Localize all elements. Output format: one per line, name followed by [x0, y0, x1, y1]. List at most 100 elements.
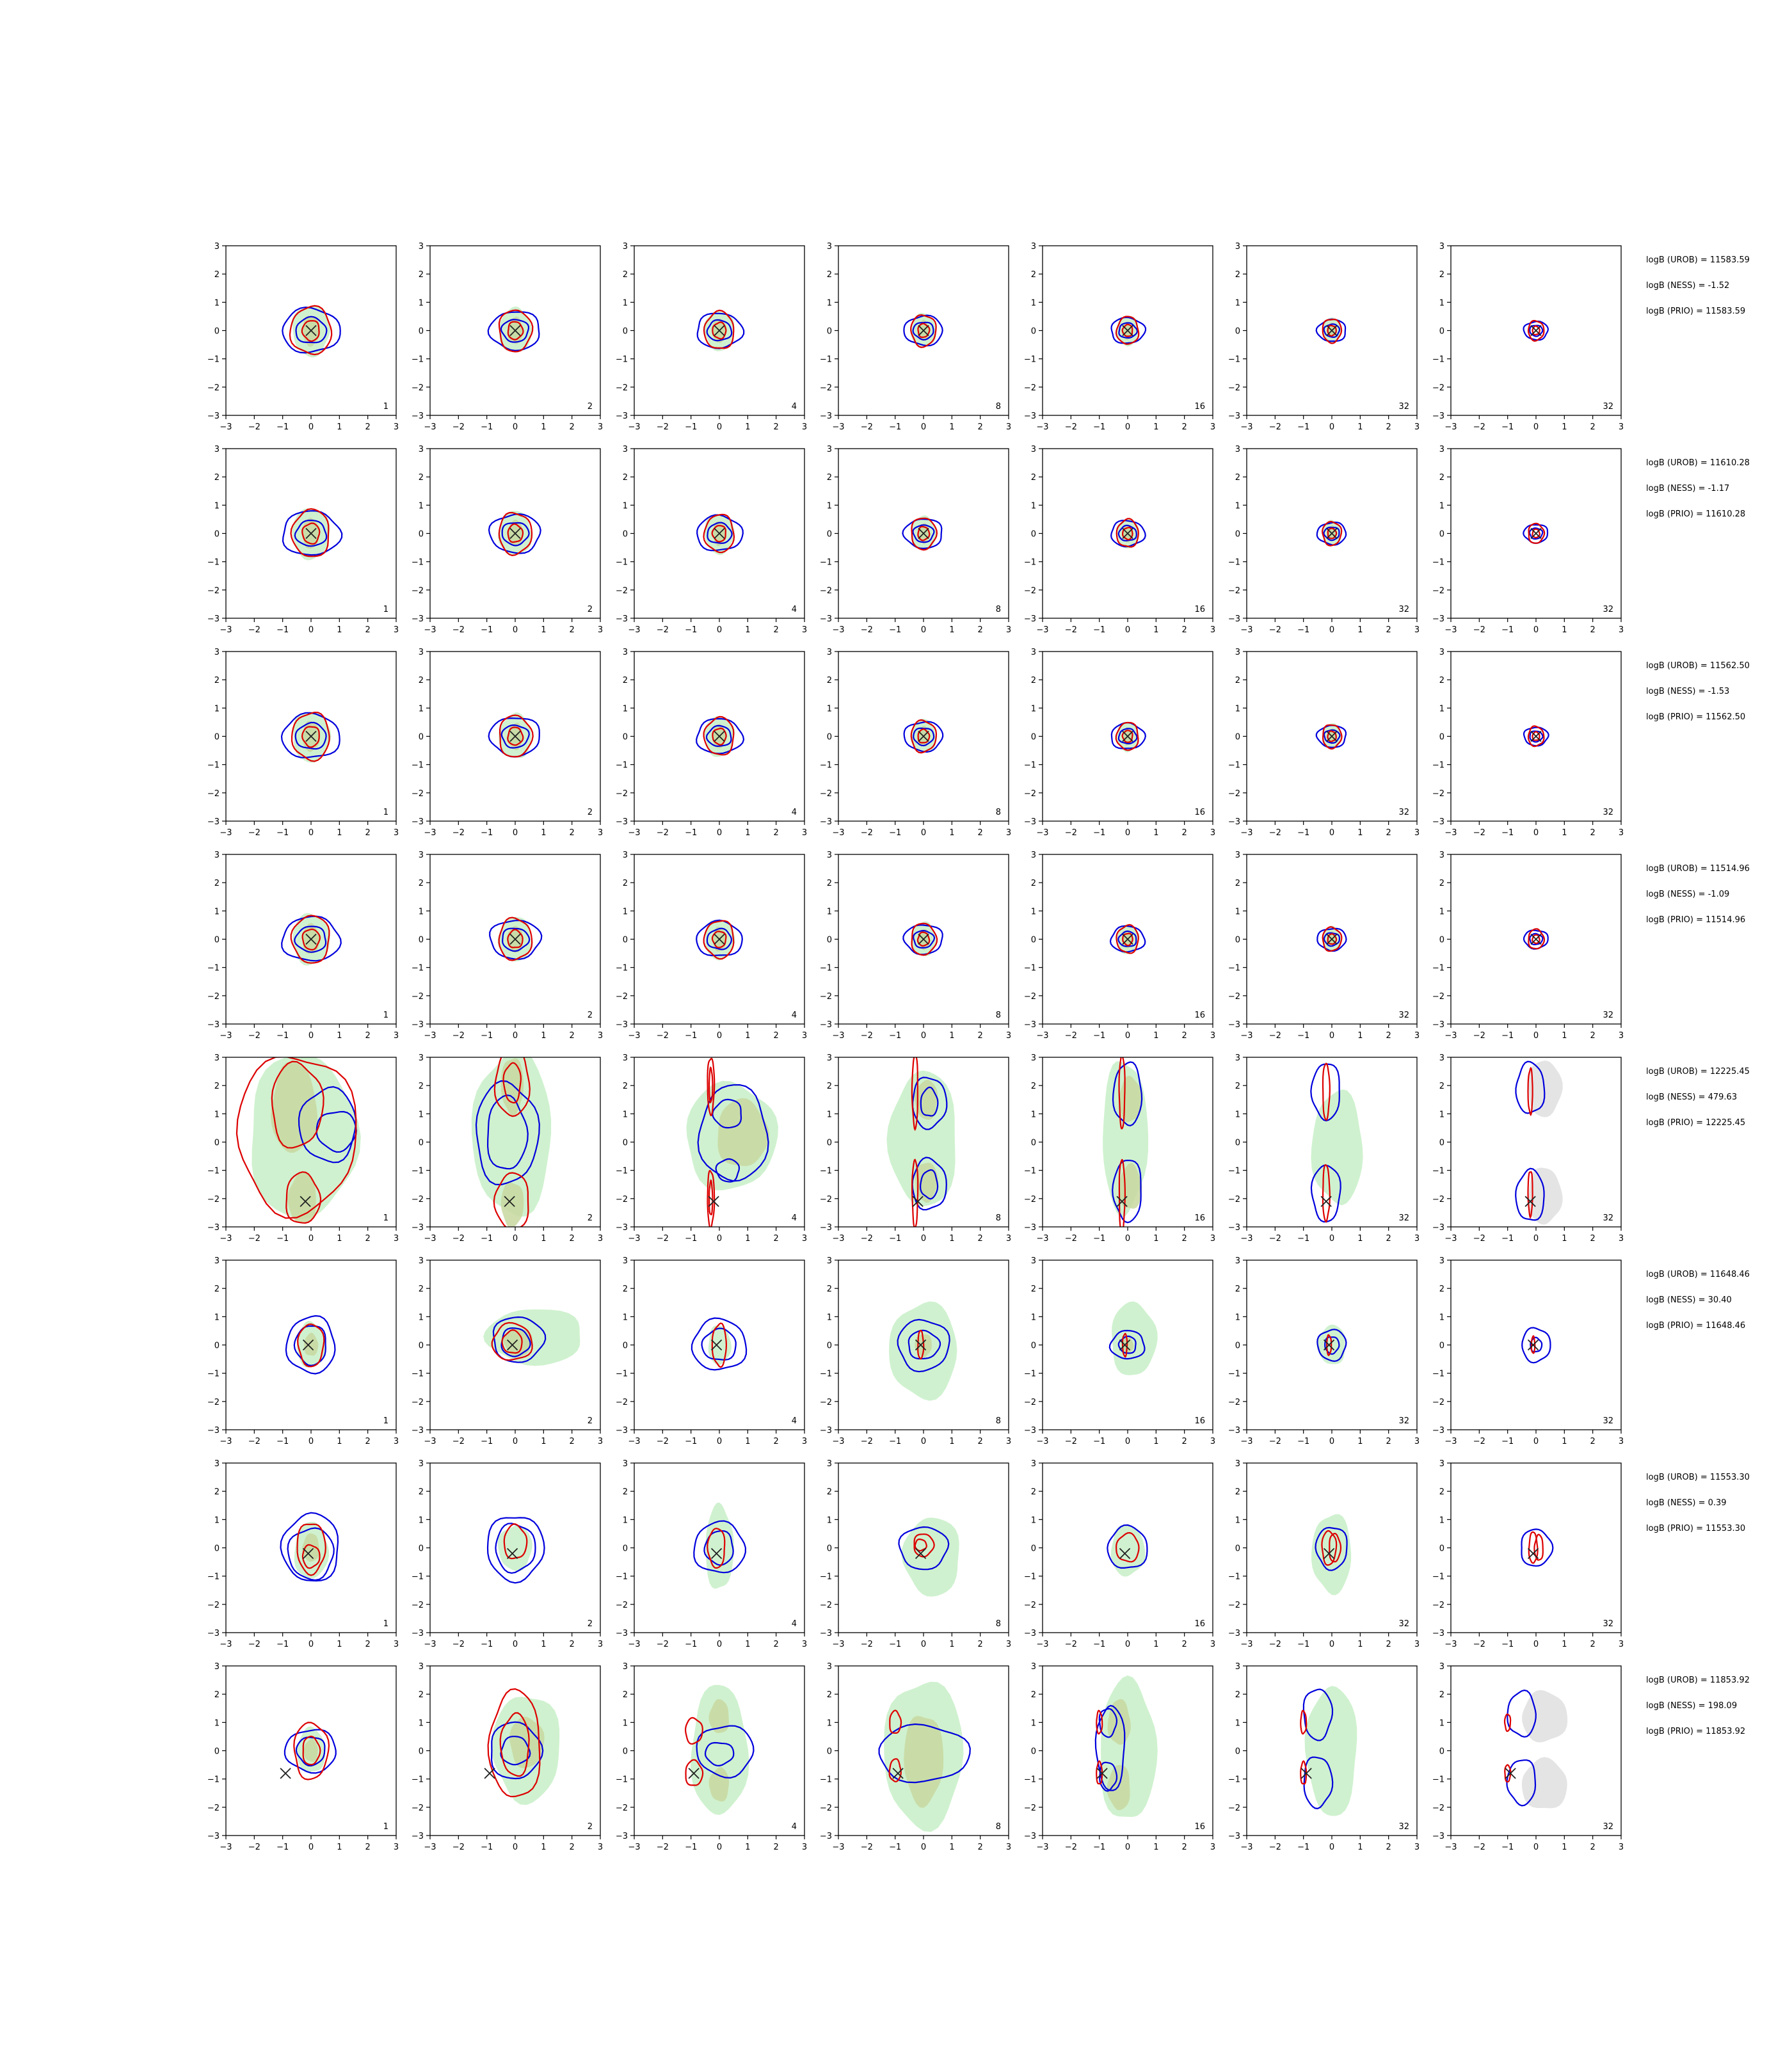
x-tick-label: 3 [1414, 1843, 1420, 1852]
x-tick-label: −2 [1473, 1031, 1485, 1041]
red-contour [1327, 324, 1337, 337]
subplot-corner-label: 32 [1603, 1822, 1613, 1832]
x-tick-label: −2 [452, 1843, 465, 1852]
x-tick-label: 2 [978, 422, 983, 432]
y-tick-label: 2 [1235, 1487, 1240, 1497]
y-tick-label: −3 [1024, 1020, 1036, 1030]
y-tick-label: 0 [827, 327, 832, 337]
plot-area [1310, 1062, 1363, 1223]
plot-area [685, 1684, 755, 1815]
red-contour [502, 1062, 522, 1104]
x-tick-label: 1 [337, 1031, 342, 1041]
blue-contour [908, 1329, 941, 1360]
x-tick-label: −3 [220, 1437, 232, 1446]
subplot-r2-c5: −3−3 −2 −2 −1 −1 0 0 1 1 2 2 3 3 16 [1024, 445, 1215, 635]
y-tick-label: 2 [827, 1082, 832, 1091]
y-tick-label: −3 [412, 817, 424, 827]
x-tick-label: −2 [1065, 1640, 1077, 1649]
y-tick-label: −2 [820, 383, 832, 393]
x-tick-label: −3 [628, 422, 640, 432]
subplot-r5-c3: −3−3 −2 −2 −1 −1 0 0 1 1 2 2 3 3 4 [616, 1053, 807, 1244]
y-tick-label: 3 [214, 1053, 220, 1063]
x-tick-label: 0 [1329, 1640, 1334, 1649]
y-tick-label: −3 [207, 1426, 220, 1436]
x-tick-label: 0 [1533, 422, 1539, 432]
x-tick-label: −1 [889, 422, 901, 432]
olive-density-fill [708, 1767, 730, 1802]
subplot-corner-label: 32 [1398, 1822, 1409, 1832]
y-tick-label: −1 [820, 761, 832, 771]
y-tick-label: 0 [1439, 1139, 1444, 1148]
x-tick-label: −3 [1036, 422, 1048, 432]
x-tick-label: −1 [276, 1234, 289, 1244]
y-tick-label: −1 [1228, 1572, 1240, 1582]
x-tick-label: 0 [921, 1437, 926, 1446]
x-tick-label: 0 [1329, 422, 1334, 432]
true-value-marker [484, 1768, 495, 1779]
subplot-corner-label: 4 [792, 1619, 797, 1629]
y-tick-label: 2 [1439, 1690, 1444, 1700]
subplot-r5-c4: −3−3 −2 −2 −1 −1 0 0 1 1 2 2 3 3 8 [820, 1053, 1011, 1244]
x-tick-label: −1 [685, 1031, 697, 1041]
x-tick-label: 0 [1125, 1234, 1130, 1244]
x-tick-label: 1 [1357, 625, 1363, 635]
y-tick-label: 1 [1235, 1516, 1240, 1525]
red-contour [711, 931, 727, 948]
x-tick-label: −2 [1473, 1640, 1485, 1649]
x-tick-label: 1 [337, 828, 342, 838]
y-tick-label: −2 [1228, 1601, 1240, 1610]
x-tick-label: −3 [628, 1843, 640, 1852]
subplot-corner-label: 8 [996, 808, 1001, 817]
red-contour [293, 1722, 330, 1780]
red-contour [1327, 527, 1338, 540]
y-tick-label: −2 [1228, 992, 1240, 1002]
true-value-marker [912, 1196, 924, 1207]
subplot-r5-c2: −3−3 −2 −2 −1 −1 0 0 1 1 2 2 3 3 2 [412, 1053, 603, 1244]
x-tick-label: −2 [452, 1234, 465, 1244]
x-tick-label: −1 [1297, 828, 1309, 838]
blue-contour [1316, 1329, 1347, 1363]
x-tick-label: −1 [1093, 828, 1105, 838]
plot-area [903, 719, 944, 754]
y-tick-label: 1 [1031, 907, 1036, 916]
x-tick-label: 3 [802, 1437, 807, 1446]
y-tick-label: 3 [827, 648, 832, 657]
blue-contour [913, 727, 935, 747]
y-tick-label: −1 [1228, 355, 1240, 365]
x-tick-label: −2 [1473, 1843, 1485, 1852]
red-contour [685, 1716, 703, 1745]
red-contour [917, 323, 931, 339]
subplot-r7-c5: −3−3 −2 −2 −1 −1 0 0 1 1 2 2 3 3 16 [1024, 1459, 1215, 1649]
true-value-marker [509, 527, 521, 540]
x-tick-label: 1 [1357, 1234, 1363, 1244]
x-tick-label: 3 [1210, 625, 1215, 635]
y-tick-label: 1 [827, 704, 832, 714]
x-tick-label: −1 [1501, 625, 1514, 635]
true-value-marker [1326, 527, 1338, 540]
subplot-r7-c6: −3−3 −2 −2 −1 −1 0 0 1 1 2 2 3 3 32 [1228, 1459, 1420, 1649]
red-contour [289, 305, 333, 356]
x-tick-label: 1 [949, 422, 954, 432]
x-tick-label: 1 [541, 625, 546, 635]
y-tick-label: 1 [1031, 704, 1036, 714]
x-tick-label: −3 [424, 828, 436, 838]
x-tick-label: −3 [424, 1031, 436, 1041]
y-tick-label: 3 [1235, 1053, 1240, 1063]
blue-contour [487, 311, 540, 352]
x-tick-label: −1 [1501, 1031, 1514, 1041]
subplot-corner-label: 32 [1398, 1619, 1409, 1629]
subplot-corner-label: 16 [1194, 808, 1205, 817]
red-contour [1300, 1760, 1308, 1785]
true-value-marker [1119, 1339, 1131, 1351]
x-tick-label: 0 [717, 1234, 722, 1244]
y-tick-label: 2 [623, 1284, 628, 1294]
y-tick-label: 3 [827, 851, 832, 860]
y-tick-label: 1 [1235, 501, 1240, 511]
blue-contour [691, 1317, 748, 1371]
subplot-r5-c5: −3−3 −2 −2 −1 −1 0 0 1 1 2 2 3 3 16 [1024, 1053, 1215, 1244]
blue-contour [902, 518, 943, 550]
true-value-marker [1326, 324, 1338, 337]
red-contour [1121, 1332, 1128, 1358]
x-tick-label: 3 [1414, 625, 1420, 635]
